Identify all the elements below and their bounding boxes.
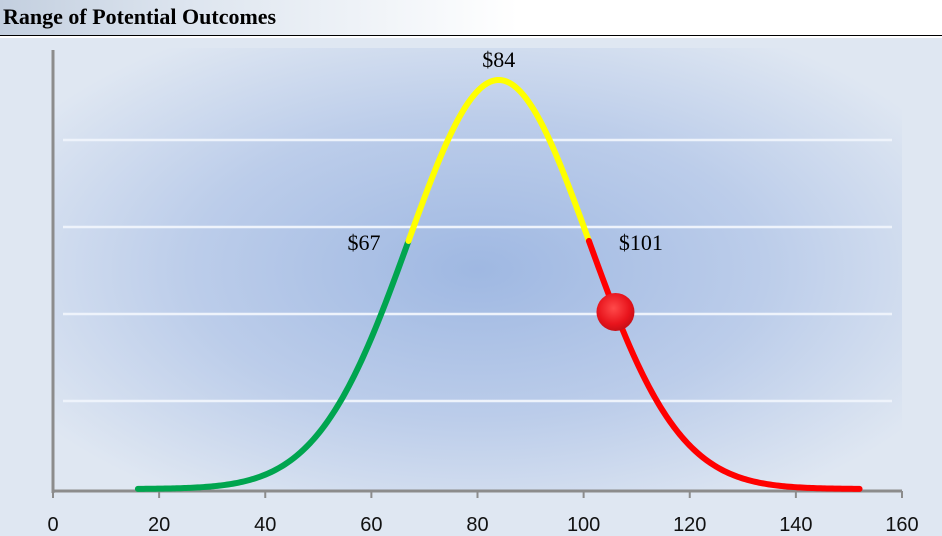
- x-tick-label: 60: [360, 514, 382, 536]
- header-bar: Range of Potential Outcomes: [0, 0, 942, 36]
- page-title: Range of Potential Outcomes: [3, 4, 277, 29]
- x-tick-label: 20: [148, 514, 170, 536]
- x-tick-label: 100: [567, 514, 600, 536]
- annotation-label: $84: [482, 47, 515, 72]
- curve-segment: [405, 77, 592, 244]
- annotation-label: $67: [348, 230, 381, 255]
- annotation-label: $101: [619, 230, 663, 255]
- title-rule: [0, 35, 942, 36]
- plot-area: [53, 48, 902, 491]
- curve-segment: [134, 237, 412, 492]
- x-tick-label: 80: [466, 514, 488, 536]
- outcome-marker: [596, 292, 635, 331]
- x-tick-label: 160: [885, 514, 918, 536]
- x-tick-label: 140: [779, 514, 812, 536]
- x-tick-label: 120: [673, 514, 706, 536]
- x-tick-label: 40: [254, 514, 276, 536]
- curve-segment: [585, 237, 863, 492]
- x-tick-label: 0: [47, 514, 58, 536]
